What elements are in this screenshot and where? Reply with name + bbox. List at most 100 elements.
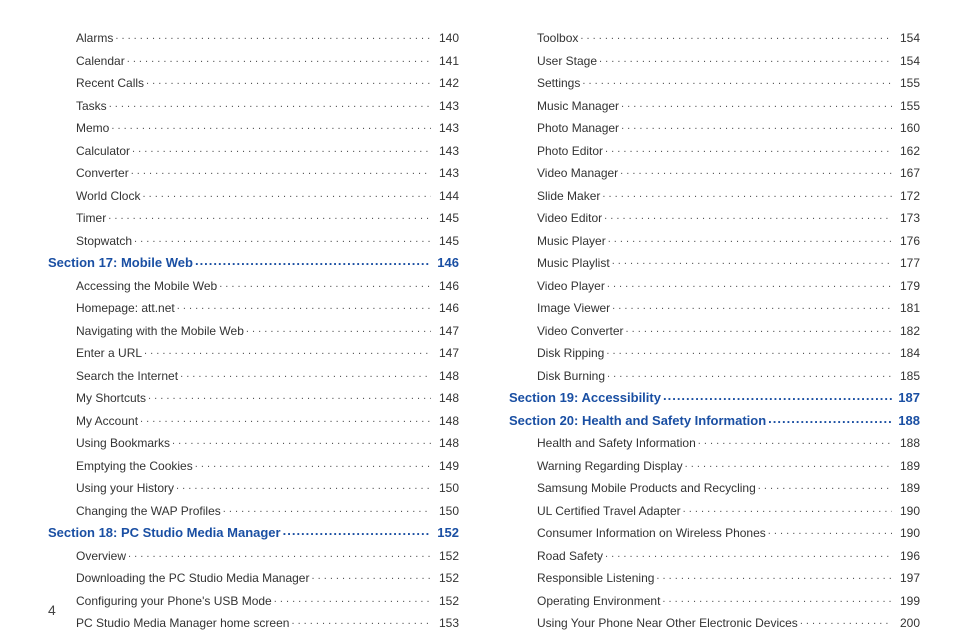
- dot-leader: [108, 210, 431, 222]
- toc-page-number: 188: [894, 437, 920, 449]
- toc-entry-row: Using your History 150: [48, 480, 459, 494]
- dot-leader: [223, 503, 431, 515]
- toc-entry-row: Using Your Phone Near Other Electronic D…: [509, 615, 920, 629]
- dot-leader: [246, 323, 431, 335]
- toc-page-number: 141: [433, 55, 459, 67]
- toc-page-number: 148: [433, 415, 459, 427]
- toc-entry-row: Consumer Information on Wireless Phones1…: [509, 525, 920, 539]
- toc-section-label[interactable]: Section 18: PC Studio Media Manager: [48, 526, 281, 539]
- toc-entry-label: Tasks: [76, 100, 107, 112]
- toc-page-number: 152: [433, 572, 459, 584]
- toc-page-number: 176: [894, 235, 920, 247]
- dot-leader: [128, 548, 431, 560]
- toc-section-label[interactable]: Section 17: Mobile Web: [48, 256, 193, 269]
- toc-section-row: Section 20: Health and Safety Informatio…: [509, 413, 920, 427]
- dot-leader: [768, 525, 892, 537]
- toc-entry-row: Road Safety196: [509, 548, 920, 562]
- dot-leader: [115, 30, 431, 42]
- toc-entry-row: Configuring your Phone's USB Mode 152: [48, 593, 459, 607]
- toc-entry-label: Video Player: [537, 280, 605, 292]
- dot-leader: [602, 188, 892, 200]
- toc-entry-label: User Stage: [537, 55, 597, 67]
- toc-entry-label: Timer: [76, 212, 106, 224]
- toc-entry-row: Calculator 143: [48, 143, 459, 157]
- toc-page-number: 196: [894, 550, 920, 562]
- toc-section-label[interactable]: Section 19: Accessibility: [509, 391, 661, 404]
- dot-leader: [146, 75, 431, 87]
- toc-entry-label: Toolbox: [537, 32, 578, 44]
- toc-entry-row: Homepage: att.net146: [48, 300, 459, 314]
- toc-entry-label: Using your History: [76, 482, 174, 494]
- dot-leader: [612, 300, 892, 312]
- toc-entry-row: Photo Editor162: [509, 143, 920, 157]
- toc-entry-row: Search the Internet148: [48, 368, 459, 382]
- dot-leader: [604, 210, 892, 222]
- dot-leader: [656, 570, 892, 582]
- toc-page-number: 160: [894, 122, 920, 134]
- toc-section-label[interactable]: Section 20: Health and Safety Informatio…: [509, 414, 766, 427]
- toc-entry-row: Timer 145: [48, 210, 459, 224]
- dot-leader: [127, 53, 431, 65]
- toc-entry-row: My Account148: [48, 413, 459, 427]
- toc-page-number: 145: [433, 212, 459, 224]
- toc-entry-row: PC Studio Media Manager home screen153: [48, 615, 459, 629]
- toc-entry-label: Image Viewer: [537, 302, 610, 314]
- dot-leader: [148, 390, 431, 402]
- toc-page-number: 155: [894, 100, 920, 112]
- toc-entry-label: Health and Safety Information: [537, 437, 696, 449]
- toc-page-number: 177: [894, 257, 920, 269]
- toc-entry-row: Video Player179: [509, 278, 920, 292]
- toc-page-number: 143: [433, 145, 459, 157]
- toc-page-number: 149: [433, 460, 459, 472]
- toc-entry-row: Using Bookmarks148: [48, 435, 459, 449]
- toc-page-number: 154: [894, 32, 920, 44]
- dot-leader: [607, 278, 892, 290]
- toc-entry-label: Music Manager: [537, 100, 619, 112]
- toc-entry-row: Slide Maker172: [509, 188, 920, 202]
- toc-columns: Alarms140Calendar141Recent Calls142Tasks…: [48, 30, 920, 638]
- toc-page-number: 147: [433, 347, 459, 359]
- toc-page-number: 152: [433, 595, 459, 607]
- dot-leader: [608, 233, 892, 245]
- dot-leader: [620, 165, 892, 177]
- dot-leader: [142, 188, 431, 200]
- dot-leader: [768, 413, 892, 425]
- toc-entry-label: Memo: [76, 122, 109, 134]
- toc-entry-label: Downloading the PC Studio Media Manager: [76, 572, 309, 584]
- toc-entry-label: Warning Regarding Display: [537, 460, 683, 472]
- toc-entry-label: Enter a URL: [76, 347, 142, 359]
- toc-page-number: 184: [894, 347, 920, 359]
- toc-page: Alarms140Calendar141Recent Calls142Tasks…: [0, 0, 954, 636]
- toc-entry-row: Video Editor173: [509, 210, 920, 224]
- dot-leader: [311, 570, 431, 582]
- toc-entry-label: Stopwatch: [76, 235, 132, 247]
- toc-entry-row: Photo Manager160: [509, 120, 920, 134]
- toc-entry-label: Operating Environment: [537, 595, 660, 607]
- toc-entry-row: Navigating with the Mobile Web147: [48, 323, 459, 337]
- dot-leader: [758, 480, 892, 492]
- toc-page-number: 189: [894, 460, 920, 472]
- toc-entry-row: Accessing the Mobile Web146: [48, 278, 459, 292]
- dot-leader: [219, 278, 431, 290]
- dot-leader: [131, 165, 431, 177]
- dot-leader: [612, 255, 892, 267]
- dot-leader: [132, 143, 431, 155]
- dot-leader: [291, 615, 431, 627]
- toc-entry-label: Configuring your Phone's USB Mode: [76, 595, 272, 607]
- toc-page-number: 144: [433, 190, 459, 202]
- toc-page-number: 153: [433, 617, 459, 629]
- toc-entry-label: Homepage: att.net: [76, 302, 175, 314]
- toc-entry-row: Music Manager 155: [509, 98, 920, 112]
- toc-entry-label: Video Manager: [537, 167, 618, 179]
- toc-page-number: 150: [433, 482, 459, 494]
- toc-entry-label: Samsung Mobile Products and Recycling: [537, 482, 756, 494]
- toc-page-number: 155: [894, 77, 920, 89]
- toc-entry-label: Changing the WAP Profiles: [76, 505, 221, 517]
- toc-entry-row: Enter a URL 147: [48, 345, 459, 359]
- toc-page-number: 152: [433, 526, 459, 539]
- toc-entry-row: Stopwatch145: [48, 233, 459, 247]
- toc-entry-label: Calculator: [76, 145, 130, 157]
- toc-page-number: 190: [894, 505, 920, 517]
- toc-page-number: 148: [433, 392, 459, 404]
- toc-entry-row: Video Manager167: [509, 165, 920, 179]
